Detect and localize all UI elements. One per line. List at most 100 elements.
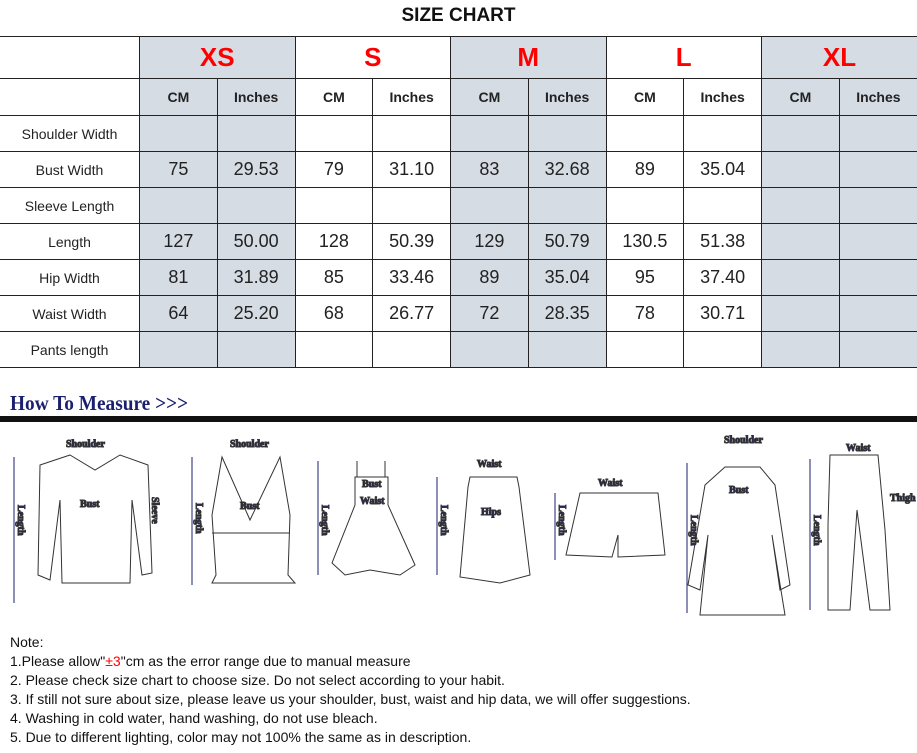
svg-text:Hips: Hips [481, 507, 501, 518]
table-cell: 50.79 [527, 223, 607, 260]
row-label: Shoulder Width [0, 115, 140, 152]
row-label: Pants length [0, 331, 140, 368]
table-cell: 81 [139, 259, 218, 296]
table-row: Shoulder Width [0, 115, 917, 152]
table-cell [761, 187, 840, 224]
table-cell: 89 [450, 259, 529, 296]
size-header-row: XS S M L XL [0, 36, 917, 79]
svg-text:Bust: Bust [362, 479, 382, 490]
divider [0, 416, 917, 422]
table-cell [838, 295, 917, 332]
measure-illustrations: Shoulder Bust Length Sleeve Shoulder Bus… [13, 435, 917, 616]
table-cell: 78 [605, 295, 685, 332]
svg-text:Length: Length [319, 505, 330, 536]
table-cell [527, 187, 607, 224]
table-cell [372, 115, 451, 152]
how-to-measure-heading: How To Measure >>> [10, 391, 189, 415]
unit-cm: CM [139, 78, 218, 116]
svg-text:Sleeve: Sleeve [149, 497, 160, 524]
note-1: 1.Please allow"±3"cm as the error range … [10, 653, 411, 669]
table-cell [294, 187, 374, 224]
row-label: Waist Width [0, 295, 140, 332]
row-label: Bust Width [0, 151, 140, 188]
table-cell [139, 331, 218, 368]
coat-illustration: Shoulder Bust Length [686, 435, 791, 616]
skirt-illustration: Waist Hips Length [436, 459, 531, 584]
table-cell [761, 259, 840, 296]
table-cell [683, 187, 762, 224]
table-cell [294, 115, 374, 152]
table-cell [450, 187, 529, 224]
unit-inches: Inches [838, 78, 917, 116]
unit-cm: CM [294, 78, 374, 116]
table-cell: 35.04 [683, 151, 762, 188]
table-cell: 31.89 [216, 259, 296, 296]
size-l: L [605, 36, 762, 79]
table-cell: 29.53 [216, 151, 296, 188]
size-table: XS S M L XL CM Inches CM Inches CM Inches CM In… [0, 36, 917, 368]
unit-inches: Inches [527, 78, 607, 116]
svg-text:Thigh: Thigh [890, 493, 916, 504]
table-cell: 128 [294, 223, 374, 260]
table-cell [527, 115, 607, 152]
table-cell: 79 [294, 151, 374, 188]
svg-text:Shoulder: Shoulder [724, 435, 763, 446]
unit-cm: CM [761, 78, 840, 116]
table-cell: 95 [605, 259, 685, 296]
blouse-illustration: Shoulder Bust Length Sleeve [13, 439, 161, 603]
table-cell [372, 187, 451, 224]
unit-inches: Inches [216, 78, 296, 116]
svg-text:Length: Length [15, 505, 26, 536]
table-cell: 32.68 [527, 151, 607, 188]
unit-header-row: CM Inches CM Inches CM Inches CM Inches CM Inches [0, 78, 917, 116]
row-label: Length [0, 223, 140, 260]
table-cell [838, 259, 917, 296]
unit-inches: Inches [683, 78, 762, 116]
page-title: SIZE CHART [401, 5, 516, 26]
table-row: Length 127 50.00 128 50.39 129 50.79 130.5 51.38 [0, 223, 917, 260]
table-cell [216, 331, 296, 368]
table-row: Sleeve Length [0, 187, 917, 224]
svg-text:Waist: Waist [477, 459, 502, 470]
table-cell [605, 187, 685, 224]
table-cell: 64 [139, 295, 218, 332]
svg-text:Length: Length [811, 515, 822, 546]
table-cell [683, 331, 762, 368]
table-cell: 35.04 [527, 259, 607, 296]
table-cell: 37.40 [683, 259, 762, 296]
svg-text:Shoulder: Shoulder [66, 439, 105, 450]
table-cell: 85 [294, 259, 374, 296]
table-cell [605, 115, 685, 152]
table-cell [294, 331, 374, 368]
table-cell: 127 [139, 223, 218, 260]
svg-text:Shoulder: Shoulder [230, 439, 269, 450]
table-cell: 83 [450, 151, 529, 188]
table-cell: 129 [450, 223, 529, 260]
svg-text:Waist: Waist [598, 478, 623, 489]
table-cell [761, 295, 840, 332]
table-cell [683, 115, 762, 152]
size-m: M [450, 36, 607, 79]
table-row: Hip Width 81 31.89 85 33.46 89 35.04 95 37.40 [0, 259, 917, 296]
notes-heading: Note: [10, 634, 44, 650]
table-cell: 68 [294, 295, 374, 332]
table-cell [605, 331, 685, 368]
table-cell: 130.5 [605, 223, 685, 260]
table-row: Pants length [0, 331, 917, 368]
table-cell [761, 223, 840, 260]
size-s: S [294, 36, 451, 79]
table-cell: 50.00 [216, 223, 296, 260]
table-cell: 30.71 [683, 295, 762, 332]
table-cell [761, 115, 840, 152]
pants-illustration: Waist Thigh Length [809, 443, 917, 611]
table-cell [761, 151, 840, 188]
size-xs: XS [139, 36, 296, 79]
table-cell [527, 331, 607, 368]
table-cell: 26.77 [372, 295, 451, 332]
unit-cm: CM [605, 78, 685, 116]
note-2: 2. Please check size chart to choose siz… [10, 672, 505, 688]
table-cell [372, 331, 451, 368]
svg-text:Length: Length [688, 515, 699, 546]
note-4: 4. Washing in cold water, hand washing, … [10, 710, 378, 726]
